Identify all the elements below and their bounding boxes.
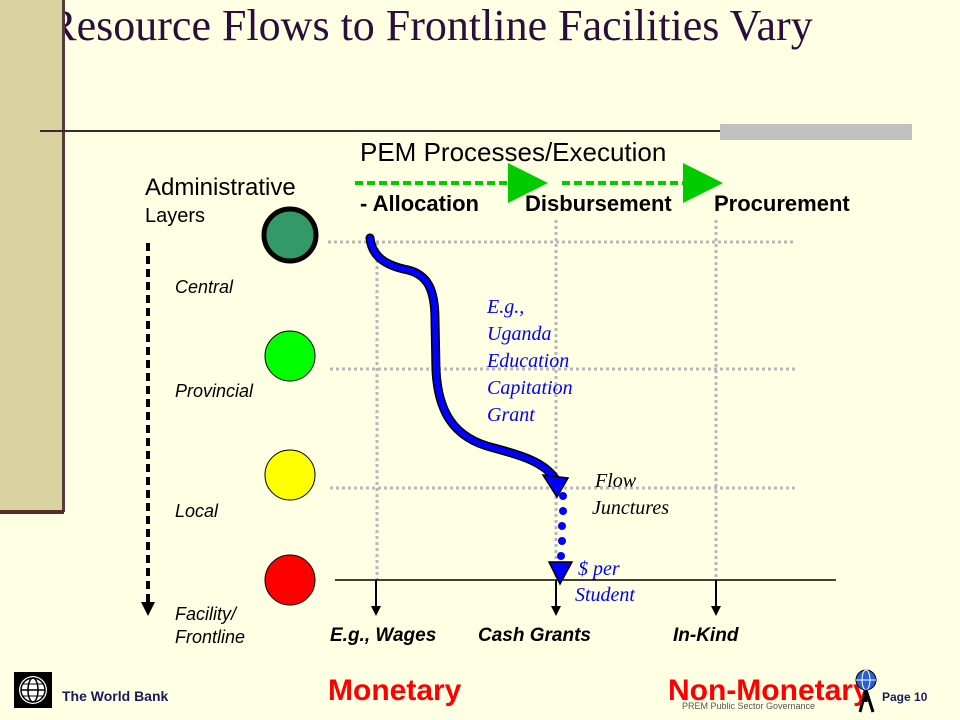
admin-heading-line2: Layers <box>145 205 205 227</box>
blue-flow-arrowhead <box>541 474 570 499</box>
flow-junctures-1: Flow <box>594 470 637 492</box>
title-underline <box>40 130 910 132</box>
juncture-dot <box>557 552 565 560</box>
layer-circle-facility <box>264 554 316 606</box>
title-underline-accent <box>720 124 912 140</box>
label-in-kind: In-Kind <box>673 625 739 646</box>
col-procurement: Procurement <box>714 191 850 216</box>
layer-label-facility-2: Frontline <box>175 627 245 647</box>
arrow-wages-head <box>371 606 381 616</box>
arrow-inkind-head <box>711 606 721 616</box>
layer-circle-central <box>261 206 319 264</box>
slide-title: Resource Flows to Frontline Facilities V… <box>47 1 813 50</box>
label-monetary: Monetary <box>328 674 462 707</box>
layer-circle-local <box>264 449 316 501</box>
juncture-dot <box>559 507 567 515</box>
per-student-arrowhead <box>547 561 574 586</box>
example-note-4: Capitation <box>487 377 573 399</box>
juncture-dot <box>558 522 566 530</box>
label-wages: E.g., Wages <box>330 625 436 646</box>
label-non-monetary: Non-Monetary <box>668 674 870 707</box>
layers-down-arrowhead <box>141 602 155 616</box>
example-note-2: Uganda <box>487 323 551 345</box>
footer-page: Page 10 <box>882 690 928 704</box>
per-student-2: Student <box>575 584 635 606</box>
pem-heading: PEM Processes/Execution <box>360 137 666 167</box>
juncture-dot <box>558 537 566 545</box>
label-cash-grants: Cash Grants <box>478 625 591 646</box>
footer-org: The World Bank <box>62 688 169 704</box>
sidebar-bottom-line <box>0 510 64 514</box>
example-note-3: Education <box>486 350 569 372</box>
example-note-5: Grant <box>487 404 535 426</box>
per-student-1: $ per <box>578 558 620 580</box>
layer-label-local: Local <box>175 501 219 521</box>
col-disbursement: Disbursement <box>525 191 672 216</box>
footer-sector: PREM Public Sector Governance <box>682 701 816 711</box>
juncture-dot <box>559 492 567 500</box>
arrow-cash-head <box>551 606 561 616</box>
admin-heading-line1: Administrative <box>145 174 296 201</box>
layer-circle-provincial <box>264 330 316 382</box>
col-allocation: - Allocation <box>360 191 479 216</box>
example-note-1: E.g., <box>486 296 524 318</box>
layer-label-provincial: Provincial <box>175 381 254 401</box>
flow-junctures-2: Junctures <box>592 497 669 519</box>
layer-label-central: Central <box>175 277 234 297</box>
blue-flow-curve-fill <box>367 235 559 483</box>
prem-globe-figure-icon <box>855 669 877 713</box>
sidebar-band <box>0 0 65 512</box>
layer-label-facility-1: Facility/ <box>175 604 238 624</box>
world-bank-logo-icon <box>14 672 52 708</box>
